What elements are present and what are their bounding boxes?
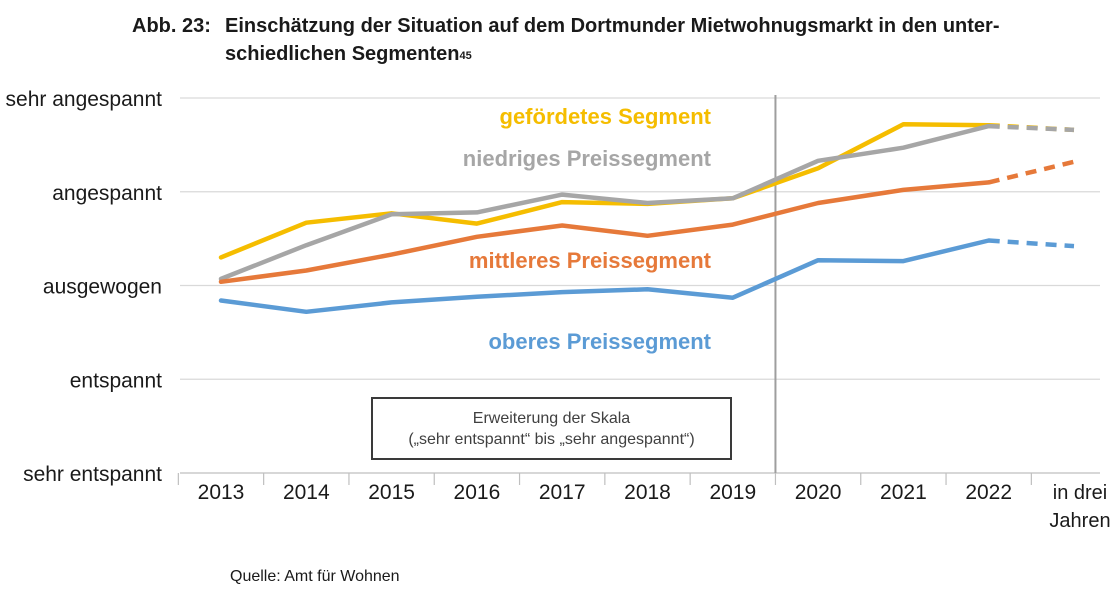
series-label: mittleres Preissegment: [469, 248, 712, 273]
series-line: [218, 238, 991, 315]
x-tick-label: 2015: [368, 481, 415, 504]
series-label: niedriges Preissegment: [463, 146, 712, 171]
series-forecast-line: [988, 123, 1075, 133]
series-line: [218, 122, 991, 260]
series-forecast-line: [988, 238, 1075, 249]
x-tick-label: 2014: [283, 481, 330, 504]
source-note: Quelle: Amt für Wohnen: [230, 568, 400, 585]
y-tick-label: sehr angespannt: [6, 88, 163, 111]
series-line: [218, 123, 991, 282]
y-tick-label: ausgewogen: [43, 276, 162, 299]
x-tick-label: 2019: [709, 481, 756, 504]
x-tick-label: 2022: [965, 481, 1012, 504]
series-line: [218, 180, 991, 285]
footnote-marker: 45: [459, 50, 472, 62]
y-tick-label: sehr entspannt: [23, 463, 162, 486]
x-tick-label: 2016: [454, 481, 501, 504]
series-forecast-line: [988, 159, 1075, 185]
x-tick-label: 2013: [198, 481, 245, 504]
y-tick-label: entspannt: [70, 369, 162, 392]
scale-note-text: Erweiterung der Skala: [473, 410, 631, 427]
y-tick-label: angespannt: [52, 182, 162, 205]
x-tick-label: 2018: [624, 481, 671, 504]
figure-title: Einschätzung der Situation auf dem Dortm…: [225, 12, 1085, 68]
scale-note-box: [371, 397, 732, 460]
scale-note-text: („sehr entspannt“ bis „sehr angespannt“): [408, 431, 694, 448]
x-tick-label: 2020: [795, 481, 842, 504]
series-label: gefördetes Segment: [500, 104, 712, 129]
x-tick-label: 2021: [880, 481, 927, 504]
x-tick-label: in drei Jahren: [1049, 482, 1110, 532]
figure-title-text: Einschätzung der Situation auf dem Dortm…: [225, 15, 1000, 65]
figure-number: Abb. 23:: [132, 15, 211, 37]
series-label: oberes Preissegment: [488, 329, 711, 354]
x-tick-label: 2017: [539, 481, 586, 504]
